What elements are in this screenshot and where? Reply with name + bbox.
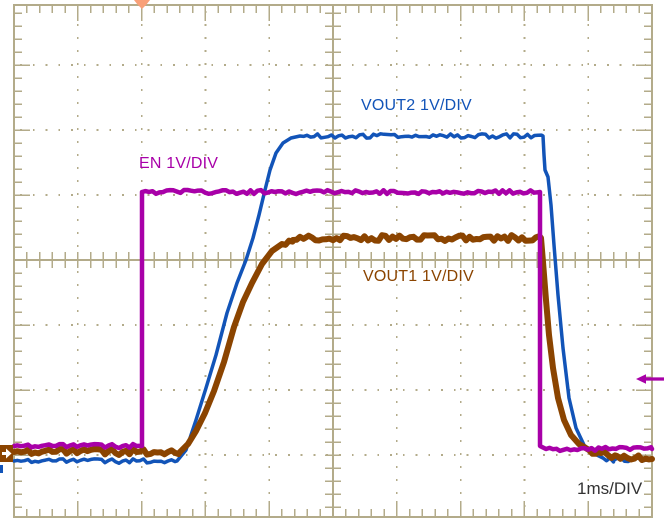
vout1-channel-marker bbox=[0, 445, 13, 462]
en-trace bbox=[11, 187, 655, 454]
timebase-label: 1ms/DIV bbox=[577, 479, 643, 498]
vout2-channel-marker bbox=[0, 465, 3, 473]
left-arrow-icon bbox=[636, 374, 664, 384]
vout1-trace bbox=[11, 232, 655, 463]
vout2-trace bbox=[12, 132, 654, 465]
trigger-position-marker bbox=[134, 0, 150, 9]
right-arrow-icon bbox=[0, 445, 13, 462]
vout2-trace-label: VOUT2 1V/DIV bbox=[361, 97, 472, 114]
graticule bbox=[13, 4, 653, 518]
en-level-marker bbox=[636, 372, 664, 390]
vout1-trace-label: VOUT1 1V/DIV bbox=[363, 268, 474, 285]
en-trace-label: EN 1V/DIV bbox=[139, 155, 219, 172]
